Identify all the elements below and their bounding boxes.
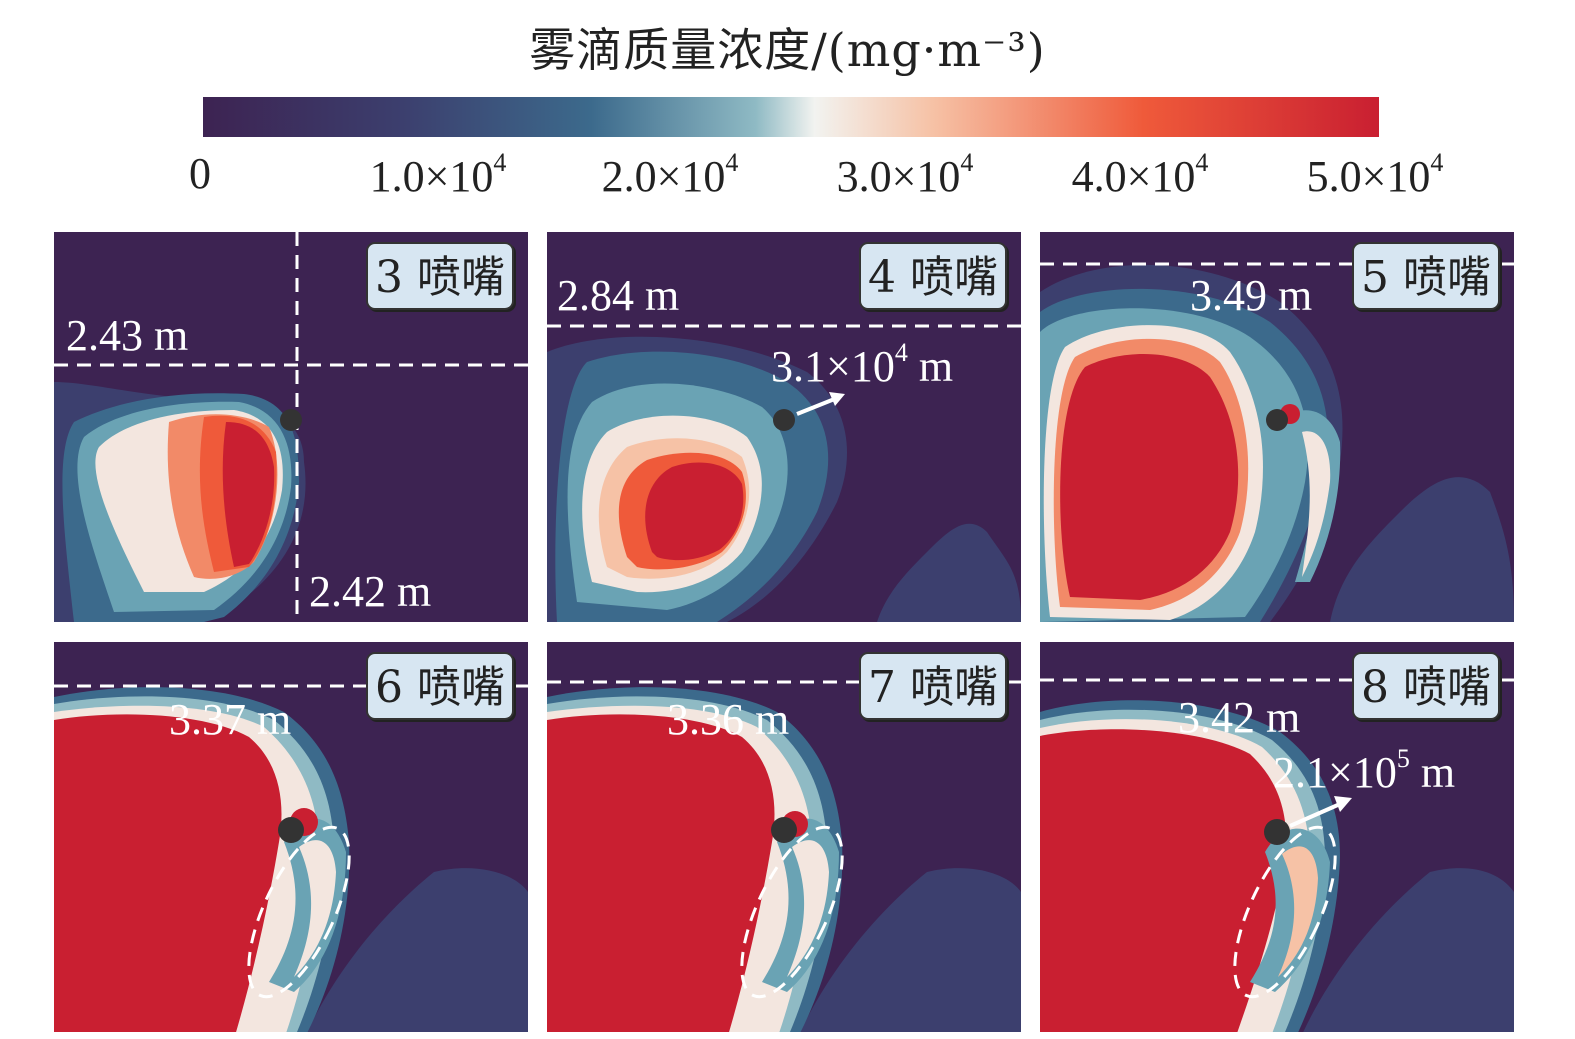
jet-plume-core xyxy=(787,840,829,977)
contour-level-7 xyxy=(222,422,275,567)
contour-level-7 xyxy=(645,462,744,561)
contour-level-7 xyxy=(1060,354,1239,600)
panel-label: 5 喷嘴 xyxy=(1352,242,1500,310)
height-annotation: 3.37 m xyxy=(169,695,292,744)
contour-region-bottom-right xyxy=(307,868,528,1032)
panel-label: 7 喷嘴 xyxy=(859,652,1007,720)
velocity-annotation: 2.1×105 m xyxy=(1273,744,1456,797)
velocity-annotation: 3.1×104 m xyxy=(771,338,954,391)
colorbar-tick-1: 1.0×104 xyxy=(369,148,507,201)
nozzle-marker xyxy=(1266,409,1288,431)
colorbar-tick-5: 5.0×104 xyxy=(1306,148,1444,201)
contour-level-7 xyxy=(547,714,775,1032)
contour-region-bottom-right xyxy=(877,523,1021,622)
contour-region-bottom-right xyxy=(1303,868,1514,1032)
heatmap-panel-7-nozzles: 7 喷嘴 3.36 m xyxy=(547,642,1021,1032)
heatmap-plot xyxy=(1040,678,1514,1032)
width-annotation: 2.42 m xyxy=(309,567,432,616)
flow-arrow-head xyxy=(829,392,845,406)
panel-label: 6 喷嘴 xyxy=(366,652,514,720)
colorbar-tick-0: 0 xyxy=(189,149,211,198)
plume-highlight-ellipse xyxy=(247,825,351,999)
flow-arrow-head xyxy=(1334,796,1352,812)
contour-level-7 xyxy=(54,714,282,1032)
height-annotation: 3.42 m xyxy=(1178,693,1301,742)
panel-label: 3 喷嘴 xyxy=(366,242,514,310)
plume-highlight-ellipse xyxy=(1233,825,1337,999)
height-annotation: 2.84 m xyxy=(557,271,680,320)
nozzle-marker xyxy=(1264,819,1290,845)
heatmap-panel-5-nozzles: 5 喷嘴 3.49 m xyxy=(1040,232,1514,622)
nozzle-marker xyxy=(771,817,797,843)
nozzle-marker xyxy=(773,409,795,431)
colorbar-tick-4: 4.0×104 xyxy=(1071,148,1209,201)
heatmap-plot xyxy=(54,232,528,622)
heatmap-panel-8-nozzles: 8 喷嘴 3.42 m 2.1×105 m xyxy=(1040,642,1514,1032)
jet-plume-core xyxy=(1278,846,1318,977)
panel-label: 8 喷嘴 xyxy=(1352,652,1500,720)
colorbar xyxy=(203,97,1379,137)
nozzle-marker xyxy=(280,409,302,431)
height-annotation: 3.36 m xyxy=(667,695,790,744)
flow-arrow xyxy=(796,396,838,416)
colorbar-title: 雾滴质量浓度/(mg·m⁻³) xyxy=(529,23,1046,77)
heatmap-plot xyxy=(1040,262,1514,622)
height-annotation: 2.43 m xyxy=(66,311,189,360)
contour-level-7 xyxy=(1040,729,1287,1032)
plume-highlight-ellipse xyxy=(740,825,844,999)
nozzle-marker xyxy=(278,817,304,843)
heatmap-panel-3-nozzles: 3 喷嘴 2.43 m 2.42 m xyxy=(54,232,528,622)
colorbar-tick-2: 2.0×104 xyxy=(601,148,739,201)
heatmap-panel-4-nozzles: 4 喷嘴 2.84 m 3.1×104 m xyxy=(547,232,1021,622)
colorbar-tick-3: 3.0×104 xyxy=(836,148,974,201)
flow-arrow xyxy=(1289,802,1341,828)
height-annotation: 3.49 m xyxy=(1190,271,1313,320)
heatmap-panel-6-nozzles: 6 喷嘴 3.37 m xyxy=(54,642,528,1032)
contour-region-bottom-right xyxy=(800,868,1021,1032)
jet-plume-core xyxy=(1302,431,1331,577)
jet-plume-core xyxy=(294,840,336,977)
heatmap-plot xyxy=(54,684,528,1032)
contour-region-bottom-right xyxy=(1330,477,1514,622)
panel-label: 4 喷嘴 xyxy=(859,242,1007,310)
heatmap-plot xyxy=(547,680,1021,1032)
heatmap-plot xyxy=(547,324,1021,622)
